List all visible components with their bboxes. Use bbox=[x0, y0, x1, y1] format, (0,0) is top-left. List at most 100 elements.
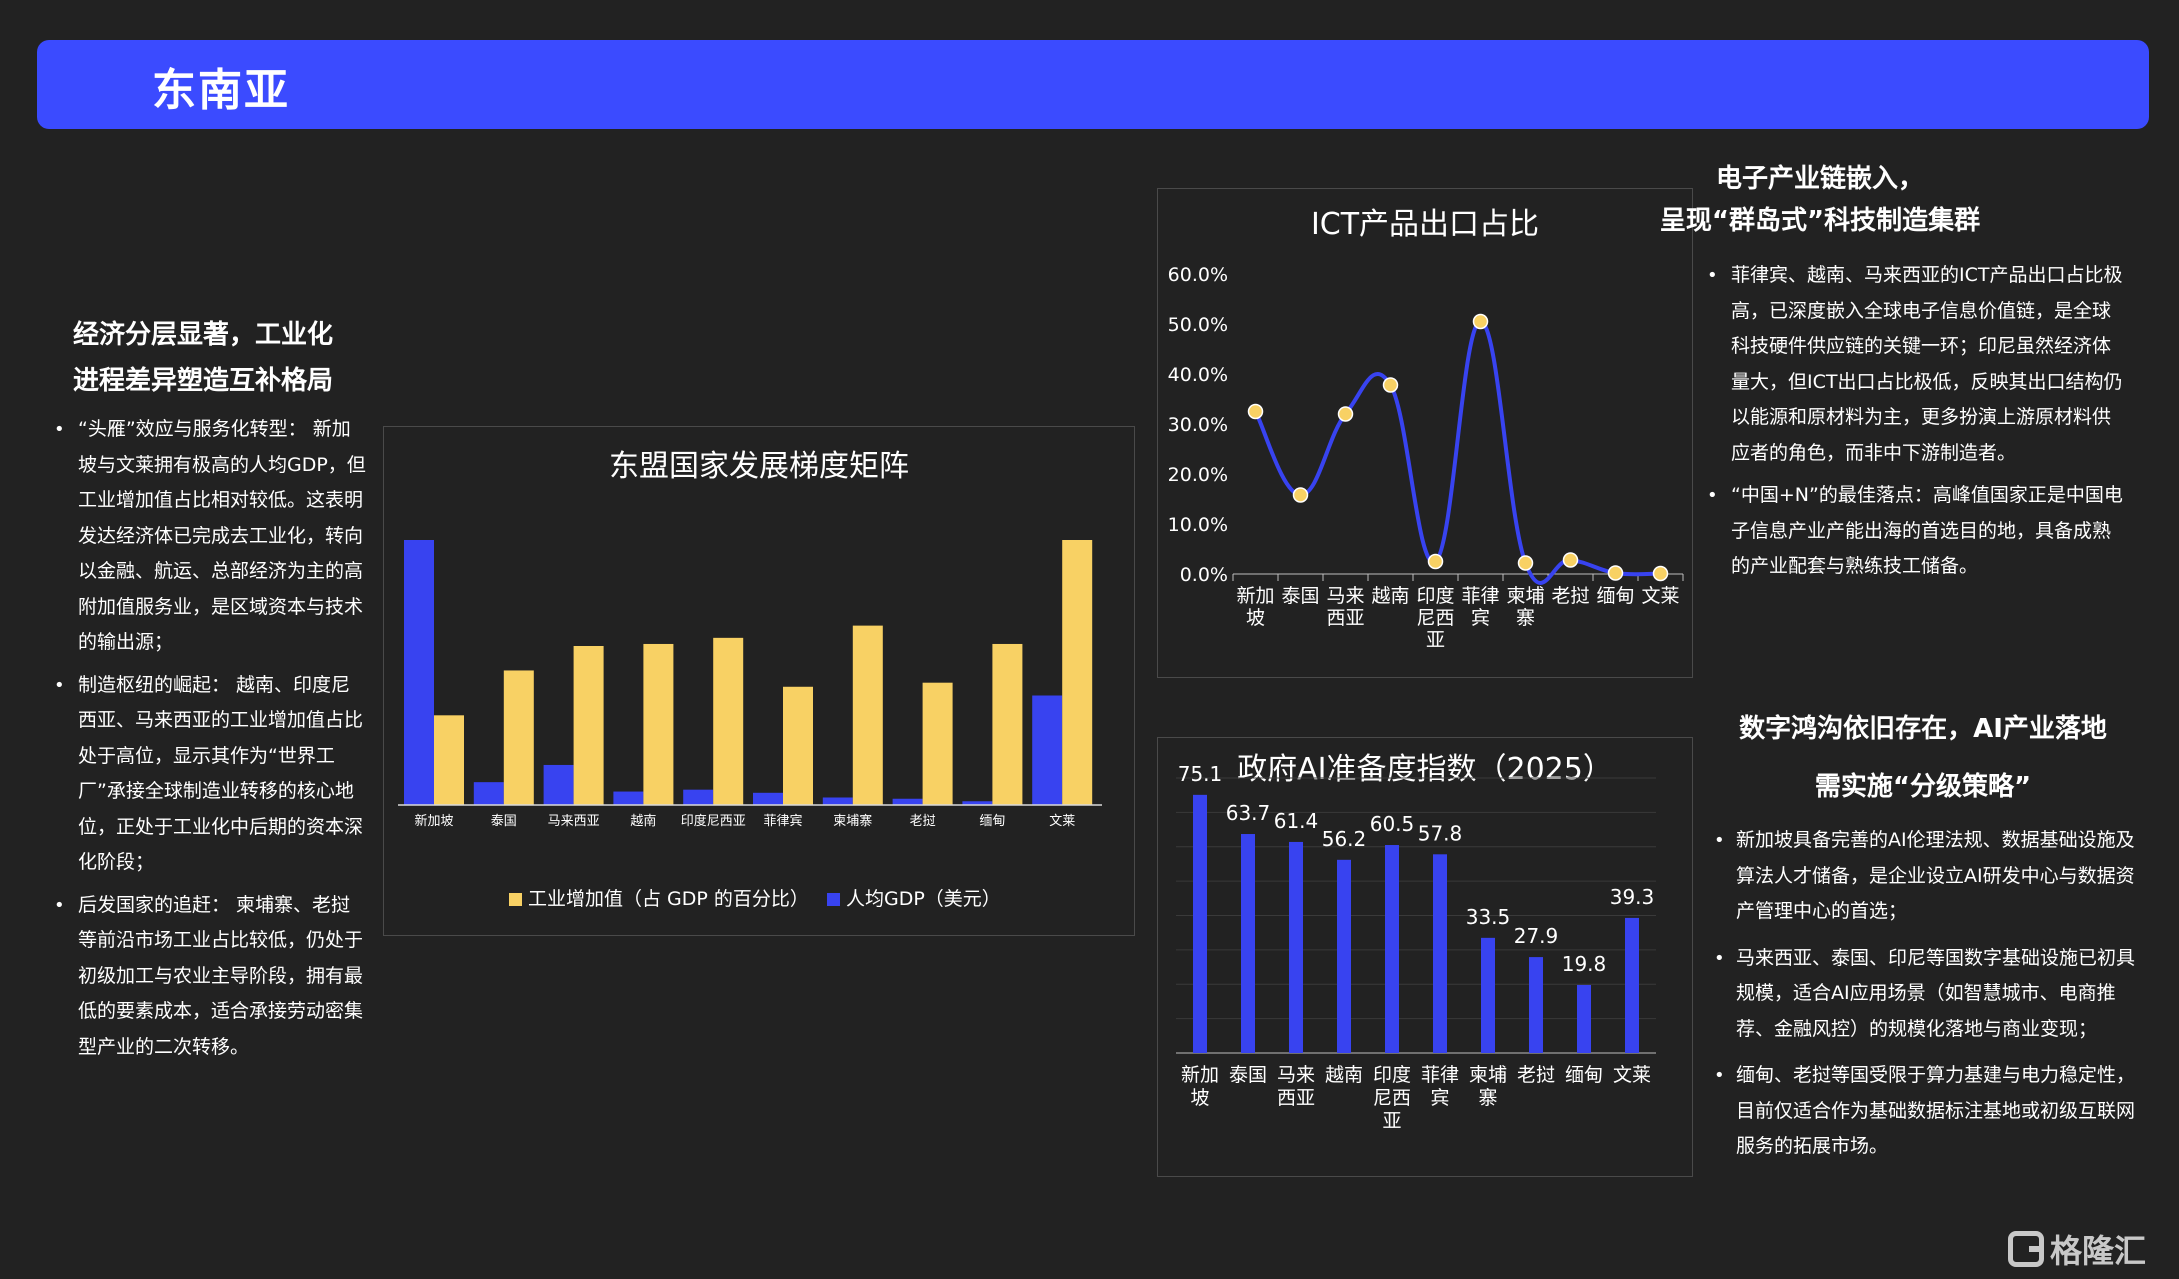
x-tick-label: 马来 bbox=[1326, 585, 1364, 607]
data-label: 57.8 bbox=[1418, 821, 1463, 845]
data-label: 61.4 bbox=[1274, 809, 1319, 833]
x-tick-label: 老挝 bbox=[1517, 1064, 1555, 1086]
data-point bbox=[1652, 565, 1669, 582]
x-tick-label: 泰国 bbox=[491, 814, 517, 829]
bar-gdp bbox=[473, 782, 504, 805]
chart-title: 东盟国家发展梯度矩阵 bbox=[609, 449, 909, 484]
x-tick-label: 坡 bbox=[1190, 1087, 1209, 1109]
left-section-title: 经济分层显著，工业化 进程差异塑造互补格局 bbox=[73, 312, 393, 404]
series-line bbox=[1253, 319, 1661, 585]
x-tick-label: 印度 bbox=[1416, 585, 1454, 607]
data-point bbox=[1517, 555, 1534, 571]
bar-gdp bbox=[822, 797, 853, 805]
data-label: 39.3 bbox=[1610, 885, 1655, 909]
x-tick-label: 越南 bbox=[630, 813, 656, 829]
bar-gdp bbox=[892, 798, 923, 805]
chart-title: 政府AI准备度指数（2025） bbox=[1237, 752, 1613, 787]
x-tick-label: 亚 bbox=[1426, 629, 1445, 651]
bar-industry bbox=[643, 643, 674, 805]
bar bbox=[1625, 917, 1639, 1053]
bar-gdp bbox=[1032, 695, 1063, 805]
x-tick-label: 缅甸 bbox=[1596, 585, 1634, 607]
right-bottom-title-line-2: 需实施“分级策略” bbox=[1814, 772, 2032, 802]
x-tick-label: 亚 bbox=[1382, 1110, 1401, 1132]
bar-gdp bbox=[613, 791, 644, 805]
y-tick-label: 0.0% bbox=[1180, 564, 1228, 586]
legend-swatch bbox=[509, 893, 522, 906]
data-label: 56.2 bbox=[1322, 827, 1367, 851]
data-point bbox=[1607, 565, 1624, 581]
x-tick-label: 西亚 bbox=[1326, 607, 1364, 629]
right-bottom-section-title: 数字鸿沟依旧存在，AI产业落地 需实施“分级策略” bbox=[1658, 700, 2179, 816]
data-label: 19.8 bbox=[1562, 952, 1607, 976]
y-tick-label: 40.0% bbox=[1168, 364, 1228, 386]
right-top-bullet: 菲律宾、越南、马来西亚的ICT产品出口占比极高，已深度嵌入全球电子信息价值链，是… bbox=[1707, 258, 2126, 471]
right-bottom-title-line-1: 数字鸿沟依旧存在，AI产业落地 bbox=[1739, 714, 2107, 744]
bar-industry bbox=[1062, 540, 1093, 805]
left-bullet: “头雁”效应与服务化转型： 新加坡与文莱拥有极高的人均GDP，但工业增加值占比相… bbox=[54, 412, 368, 661]
bar bbox=[1433, 854, 1447, 1053]
bar-industry bbox=[503, 670, 534, 805]
logo-icon bbox=[2008, 1231, 2044, 1267]
bar-gdp bbox=[753, 792, 783, 805]
watermark-text: 格隆汇 bbox=[2050, 1232, 2147, 1270]
data-point bbox=[1562, 552, 1579, 568]
right-top-section-title: 电子产业链嵌入， 呈现“群岛式”科技制造集群 bbox=[1570, 158, 2070, 242]
data-point bbox=[1292, 487, 1309, 503]
x-tick-label: 菲律宾 bbox=[763, 813, 802, 829]
left-title-line-2: 进程差异塑造互补格局 bbox=[73, 366, 334, 396]
x-tick-label: 缅甸 bbox=[1565, 1064, 1603, 1086]
bar-industry bbox=[922, 682, 953, 805]
bar-industry bbox=[783, 686, 813, 805]
development-matrix-chart: 东盟国家发展梯度矩阵 新加坡 泰国 马来西亚 越南 印度尼西亚 菲律宾 柬埔寨 老挝 缅甸 文莱工… bbox=[383, 426, 1135, 936]
x-tick-label: 新加坡 bbox=[414, 813, 453, 829]
bar bbox=[1337, 859, 1351, 1053]
right-top-title-line-1: 电子产业链嵌入， bbox=[1715, 164, 1924, 194]
right-top-title-line-2: 呈现“群岛式”科技制造集群 bbox=[1659, 206, 1981, 236]
right-bottom-bullet-list: 新加坡具备完善的AI伦理法规、数据基础设施及算法人才储备，是企业设立AI研发中心… bbox=[1714, 823, 2136, 1176]
bar bbox=[1529, 957, 1543, 1053]
x-tick-label: 宾 bbox=[1471, 607, 1490, 629]
y-tick-label: 50.0% bbox=[1168, 314, 1228, 336]
x-tick-label: 越南 bbox=[1325, 1064, 1363, 1086]
x-tick-label: 马来 bbox=[1277, 1064, 1315, 1086]
x-tick-label: 泰国 bbox=[1281, 585, 1319, 607]
x-tick-label: 新加 bbox=[1181, 1064, 1219, 1086]
right-bottom-bullet: 缅甸、老挝等国受限于算力基建与电力稳定性，目前仅适合作为基础数据标注基地或初级互… bbox=[1714, 1058, 2136, 1165]
x-tick-label: 菲律 bbox=[1461, 585, 1499, 607]
x-tick-label: 坡 bbox=[1246, 607, 1265, 629]
x-tick-label: 柬埔 bbox=[1469, 1064, 1507, 1086]
x-tick-label: 老挝 bbox=[1551, 585, 1589, 607]
data-point bbox=[1337, 406, 1354, 422]
bar-industry bbox=[713, 637, 744, 805]
bar bbox=[1289, 841, 1303, 1053]
bar bbox=[1193, 794, 1207, 1053]
x-tick-label: 印度尼西亚 bbox=[681, 813, 746, 829]
legend-label: 人均GDP（美元） bbox=[846, 888, 1001, 910]
right-top-bullet-list: 菲律宾、越南、马来西亚的ICT产品出口占比极高，已深度嵌入全球电子信息价值链，是… bbox=[1707, 258, 2126, 585]
x-tick-label: 尼西 bbox=[1416, 607, 1454, 629]
bar-industry bbox=[573, 646, 604, 805]
legend-label: 工业增加值（占 GDP 的百分比） bbox=[528, 888, 809, 910]
bar-gdp bbox=[543, 764, 574, 805]
data-label: 75.1 bbox=[1178, 762, 1223, 786]
y-tick-label: 10.0% bbox=[1168, 514, 1228, 536]
x-tick-label: 老挝 bbox=[910, 814, 936, 829]
data-point bbox=[1247, 403, 1264, 420]
ai-readiness-svg: 75.1 新加坡 63.7 泰国 61.4 马来西亚 56.2 越南 60.5 印度尼西亚 57.8… bbox=[1176, 762, 1656, 1132]
x-tick-label: 寨 bbox=[1478, 1087, 1497, 1109]
left-bullet: 制造枢纽的崛起： 越南、印度尼西亚、马来西亚的工业增加值占比处于高位，显示其作为… bbox=[54, 668, 368, 881]
x-tick-label: 尼西 bbox=[1373, 1087, 1411, 1109]
x-tick-label: 新加 bbox=[1236, 585, 1274, 607]
page-title: 东南亚 bbox=[152, 65, 290, 116]
y-tick-label: 30.0% bbox=[1168, 414, 1228, 436]
data-label: 63.7 bbox=[1226, 801, 1271, 825]
y-tick-label: 20.0% bbox=[1168, 464, 1228, 486]
x-tick-label: 菲律 bbox=[1421, 1064, 1459, 1086]
right-bottom-bullet: 马来西亚、泰国、印尼等国数字基础设施已初具规模，适合AI应用场景（如智慧城市、电… bbox=[1714, 941, 2136, 1048]
ai-readiness-chart: 政府AI准备度指数（2025） 75.1 新加坡 63.7 泰国 61.4 马来 西亚 56.… bbox=[1157, 737, 1693, 1177]
bar-industry bbox=[992, 643, 1023, 805]
data-point bbox=[1427, 553, 1444, 570]
x-tick-label: 印度 bbox=[1373, 1064, 1411, 1086]
